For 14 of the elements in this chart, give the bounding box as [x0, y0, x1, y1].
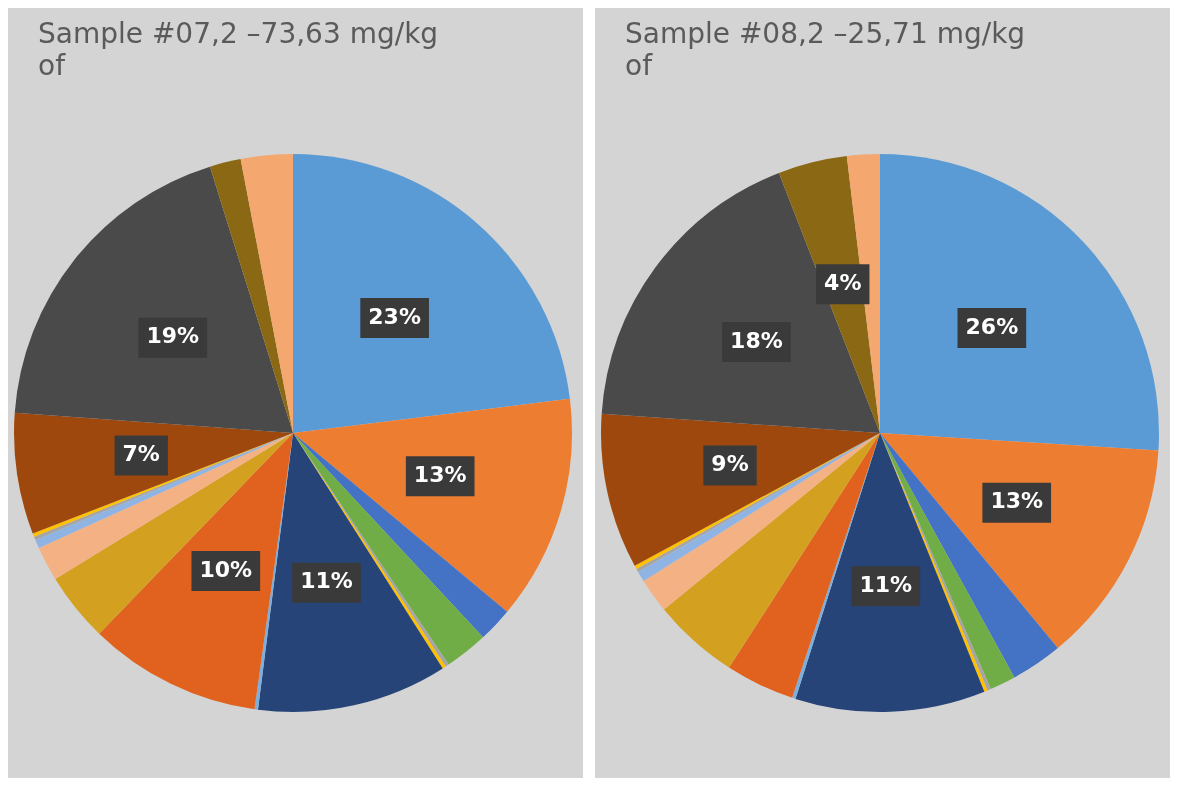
data-label: 23%: [368, 303, 421, 329]
data-label: 13%: [990, 488, 1044, 514]
data-label: 9%: [711, 451, 749, 477]
data-label: 13%: [413, 462, 467, 488]
chart-title: Sample #08,2 –25,71 mg/kg of: [624, 16, 1027, 84]
data-label: 18%: [730, 327, 783, 353]
data-label: 19%: [146, 323, 200, 349]
data-label: 11%: [300, 568, 353, 594]
data-label: 11%: [859, 572, 913, 598]
chart-title: Sample #07,2 –73,63 mg/kg of: [37, 16, 440, 84]
data-label: 7%: [122, 441, 160, 467]
data-label: 26%: [965, 313, 1019, 339]
data-label: 4%: [824, 269, 862, 295]
data-label: 10%: [199, 556, 253, 582]
